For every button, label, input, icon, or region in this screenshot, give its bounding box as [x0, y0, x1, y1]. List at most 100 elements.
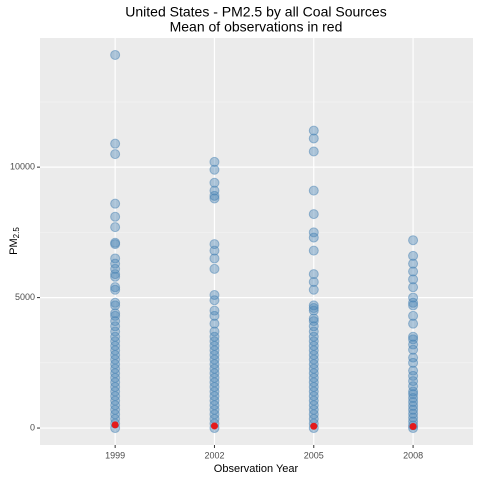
- point: [408, 400, 419, 411]
- point: [209, 185, 220, 196]
- point: [308, 305, 319, 316]
- point: [110, 321, 121, 332]
- point: [209, 193, 220, 204]
- point: [110, 310, 121, 321]
- x-tick-label: 2002: [204, 450, 224, 460]
- point: [308, 209, 319, 220]
- y-axis-title: PM2.5: [8, 227, 21, 255]
- point: [209, 289, 220, 300]
- point: [110, 49, 121, 60]
- point: [110, 198, 121, 209]
- point: [408, 334, 419, 345]
- mean-point: [111, 421, 119, 429]
- point: [408, 250, 419, 261]
- x-tick-label: 2008: [403, 450, 423, 460]
- point: [110, 326, 121, 337]
- point: [408, 235, 419, 246]
- point: [408, 331, 419, 342]
- point: [408, 258, 419, 269]
- point: [408, 344, 419, 355]
- mean-point: [310, 422, 318, 430]
- point: [408, 318, 419, 329]
- point: [110, 269, 121, 280]
- point: [408, 310, 419, 321]
- point: [308, 125, 319, 136]
- point: [308, 245, 319, 256]
- point: [308, 321, 319, 332]
- point: [110, 284, 121, 295]
- point: [308, 284, 319, 295]
- point: [408, 365, 419, 376]
- point: [408, 266, 419, 277]
- point: [110, 138, 121, 149]
- point: [110, 149, 121, 160]
- point: [209, 310, 220, 321]
- point: [209, 305, 220, 316]
- point: [408, 370, 419, 381]
- point: [308, 185, 319, 196]
- y-tick-label: 5000: [15, 292, 35, 302]
- point: [308, 232, 319, 243]
- point: [110, 316, 121, 327]
- point: [408, 404, 419, 415]
- chart-subtitle: Mean of observations in red: [170, 19, 343, 35]
- point: [308, 276, 319, 287]
- point: [209, 253, 220, 264]
- point: [209, 156, 220, 167]
- point: [110, 271, 121, 282]
- x-axis-title: Observation Year: [214, 463, 299, 475]
- point: [110, 263, 121, 274]
- point: [209, 190, 220, 201]
- point: [408, 297, 419, 308]
- point: [408, 300, 419, 311]
- point: [209, 177, 220, 188]
- point: [408, 393, 419, 404]
- point: [308, 300, 319, 311]
- point: [308, 303, 319, 314]
- point: [209, 295, 220, 306]
- y-axis-title-sub: 2.5: [12, 227, 21, 239]
- mean-point: [409, 422, 417, 430]
- point: [408, 339, 419, 350]
- y-axis-title-main: PM: [8, 238, 20, 255]
- point: [209, 164, 220, 175]
- point: [408, 274, 419, 285]
- point: [408, 396, 419, 407]
- point: [110, 308, 121, 319]
- x-tick-label: 1999: [105, 450, 125, 460]
- point: [408, 389, 419, 400]
- point: [408, 352, 419, 363]
- point: [209, 263, 220, 274]
- point: [308, 133, 319, 144]
- chart-title: United States - PM2.5 by all Coal Source…: [125, 4, 386, 20]
- point: [110, 282, 121, 293]
- point: [110, 239, 121, 250]
- point: [110, 211, 121, 222]
- point: [408, 412, 419, 423]
- point: [209, 245, 220, 256]
- point: [408, 408, 419, 419]
- y-tick-label: 0: [30, 422, 35, 432]
- point: [110, 258, 121, 269]
- point: [209, 318, 220, 329]
- point: [209, 326, 220, 337]
- point: [408, 292, 419, 303]
- panel: [40, 38, 473, 445]
- point: [308, 313, 319, 324]
- point: [308, 316, 319, 327]
- point: [110, 222, 121, 233]
- point: [110, 300, 121, 311]
- point: [308, 269, 319, 280]
- y-tick-label: 10000: [10, 162, 35, 172]
- point: [408, 381, 419, 392]
- point: [308, 227, 319, 238]
- x-tick-label: 2005: [304, 450, 324, 460]
- point: [110, 253, 121, 264]
- point: [110, 297, 121, 308]
- point: [408, 376, 419, 387]
- point: [308, 326, 319, 337]
- point: [308, 146, 319, 157]
- point: [408, 282, 419, 293]
- mean-point: [210, 422, 218, 430]
